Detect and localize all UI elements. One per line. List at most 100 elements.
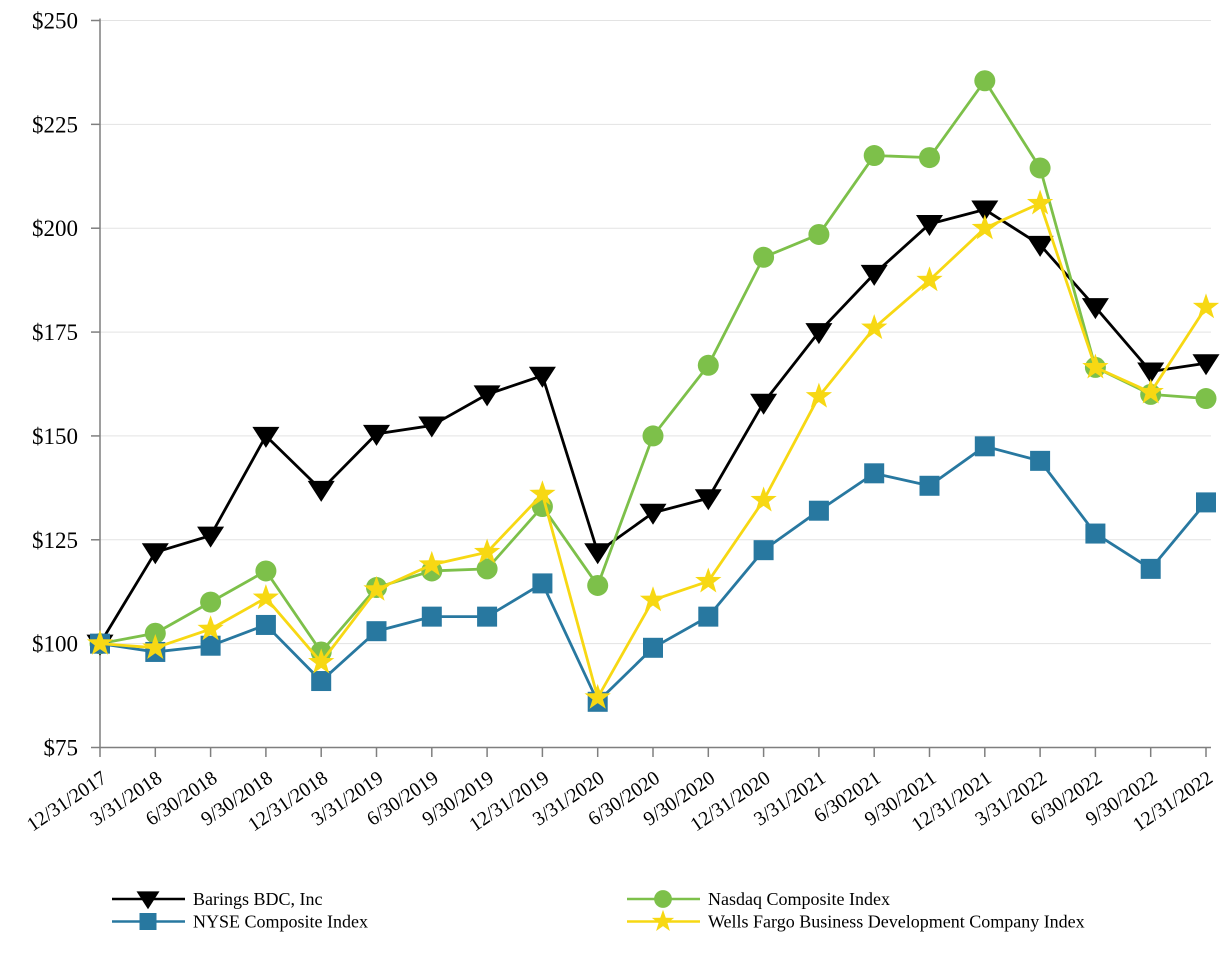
data-point-marker: [971, 200, 999, 222]
data-point-marker: [919, 475, 940, 496]
data-point-marker: [1192, 293, 1220, 319]
y-axis-label: $225: [32, 112, 78, 137]
y-axis-label: $175: [32, 320, 78, 345]
y-axis-label: $150: [32, 424, 78, 449]
x-axis: 12/31/20173/31/20186/30/20189/30/201812/…: [23, 747, 1217, 836]
data-point-marker: [584, 543, 612, 565]
data-point-marker: [808, 223, 830, 245]
data-point-marker: [860, 264, 888, 286]
series-nasdaq-composite-index: [89, 70, 1217, 663]
data-point-marker: [639, 503, 667, 525]
data-point-marker: [476, 558, 498, 580]
data-point-marker: [252, 426, 280, 448]
data-point-marker: [1140, 558, 1161, 579]
data-point-marker: [916, 266, 943, 292]
data-point-marker: [528, 366, 556, 388]
data-point-marker: [1195, 388, 1217, 410]
data-point-marker: [916, 215, 943, 237]
data-point-marker: [808, 500, 829, 521]
data-point-marker: [1085, 523, 1106, 544]
data-point-marker: [971, 214, 998, 240]
legend-entry-barings-bdc-inc: Barings BDC, Inc: [112, 889, 323, 910]
data-point-marker: [584, 683, 611, 709]
data-point-marker: [805, 323, 833, 345]
legend-marker-square: [139, 913, 157, 930]
data-point-marker: [864, 463, 885, 484]
data-point-marker: [1026, 235, 1054, 257]
data-point-marker: [698, 606, 719, 627]
data-point-marker: [1196, 492, 1216, 513]
data-point-marker: [1026, 189, 1054, 215]
data-point-marker: [1192, 354, 1220, 376]
data-point-marker: [363, 424, 390, 446]
data-point-marker: [974, 70, 996, 92]
data-point-marker: [308, 648, 335, 674]
axes: [99, 18, 1211, 749]
legend-entry-nasdaq-composite-index: Nasdaq Composite Index: [627, 889, 890, 909]
legend-marker-circle: [654, 890, 672, 908]
data-point-marker: [532, 573, 553, 594]
legend-label: Nasdaq Composite Index: [708, 889, 890, 909]
data-point-marker: [697, 354, 719, 376]
data-point-marker: [473, 385, 501, 407]
data-point-marker: [307, 480, 335, 502]
data-point-marker: [141, 543, 169, 565]
legend-label: Barings BDC, Inc: [193, 889, 323, 909]
data-point-marker: [750, 486, 777, 512]
legend-label: Wells Fargo Business Development Company…: [708, 912, 1085, 932]
data-point-marker: [200, 591, 222, 613]
legend-marker-star: [651, 909, 675, 931]
legend-entry-nyse-composite-index: NYSE Composite Index: [112, 912, 368, 932]
data-point-marker: [753, 246, 775, 268]
data-point-marker: [861, 314, 888, 340]
data-point-marker: [694, 489, 722, 511]
data-point-marker: [642, 425, 664, 447]
data-point-marker: [473, 538, 501, 564]
data-point-marker: [418, 416, 446, 438]
data-point-marker: [363, 575, 390, 601]
data-point-marker: [144, 622, 166, 644]
y-axis-label: $200: [32, 216, 78, 241]
gridlines: [100, 20, 1211, 645]
y-axis-label: $100: [32, 632, 78, 657]
data-point-marker: [750, 393, 778, 415]
data-point-marker: [919, 147, 940, 169]
data-point-marker: [1081, 298, 1109, 320]
data-point-marker: [366, 621, 387, 642]
data-point-marker: [1137, 378, 1164, 404]
data-point-marker: [753, 540, 774, 561]
data-point-marker: [805, 382, 833, 408]
data-point-marker: [421, 606, 442, 627]
y-axis-label: $75: [44, 736, 79, 761]
data-point-marker: [418, 550, 445, 576]
data-point-marker: [255, 560, 277, 582]
data-point-marker: [639, 586, 667, 612]
chart-legend: Barings BDC, Inc NYSE Composite Index Nasd…: [112, 889, 1085, 932]
legend-entry-wells-fargo-business-development-company-index: Wells Fargo Business Development Company…: [627, 909, 1085, 932]
y-axis-label: $250: [32, 9, 78, 34]
data-point-marker: [1082, 353, 1109, 379]
data-point-marker: [863, 145, 885, 167]
data-point-marker: [142, 634, 169, 659]
data-point-marker: [86, 629, 114, 655]
series-wells-fargo-business-development-company-index: [86, 189, 1220, 709]
data-point-marker: [252, 584, 280, 610]
y-axis-label: $125: [32, 528, 78, 553]
data-point-marker: [197, 526, 225, 548]
data-point-marker: [311, 671, 332, 692]
data-point-marker: [200, 635, 221, 656]
data-point-marker: [695, 567, 722, 593]
data-point-marker: [974, 436, 995, 457]
data-point-marker: [477, 606, 498, 627]
legend-marker-triangle-down: [136, 891, 160, 910]
legend-label: NYSE Composite Index: [193, 912, 368, 932]
data-point-marker: [1030, 450, 1051, 471]
data-point-marker: [1029, 157, 1051, 179]
data-point-marker: [587, 574, 609, 596]
data-point-marker: [529, 480, 556, 506]
data-point-marker: [197, 615, 224, 641]
data-point-marker: [255, 614, 276, 635]
data-point-marker: [1137, 362, 1165, 384]
